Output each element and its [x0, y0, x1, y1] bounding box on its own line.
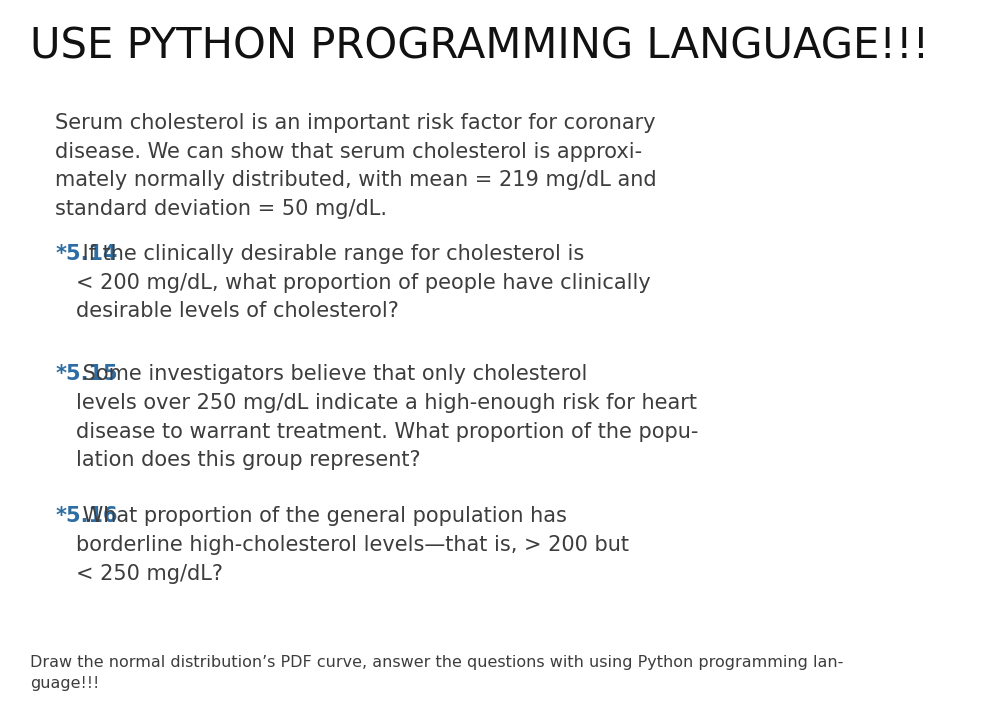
Text: USE PYTHON PROGRAMMING LANGUAGE!!!: USE PYTHON PROGRAMMING LANGUAGE!!!: [30, 25, 929, 68]
Text: *5.16: *5.16: [55, 506, 118, 526]
Text: *5.14: *5.14: [55, 244, 118, 264]
Text: What proportion of the general population has
borderline high-cholesterol levels: What proportion of the general populatio…: [76, 506, 629, 584]
Text: Draw the normal distribution’s PDF curve, answer the questions with using Python: Draw the normal distribution’s PDF curve…: [30, 655, 844, 691]
Text: Some investigators believe that only cholesterol
levels over 250 mg/dL indicate : Some investigators believe that only cho…: [76, 364, 698, 470]
Text: Serum cholesterol is an important risk factor for coronary
disease. We can show : Serum cholesterol is an important risk f…: [55, 113, 657, 219]
Text: If the clinically desirable range for cholesterol is
< 200 mg/dL, what proportio: If the clinically desirable range for ch…: [76, 244, 650, 322]
Text: *5.15: *5.15: [55, 364, 118, 384]
